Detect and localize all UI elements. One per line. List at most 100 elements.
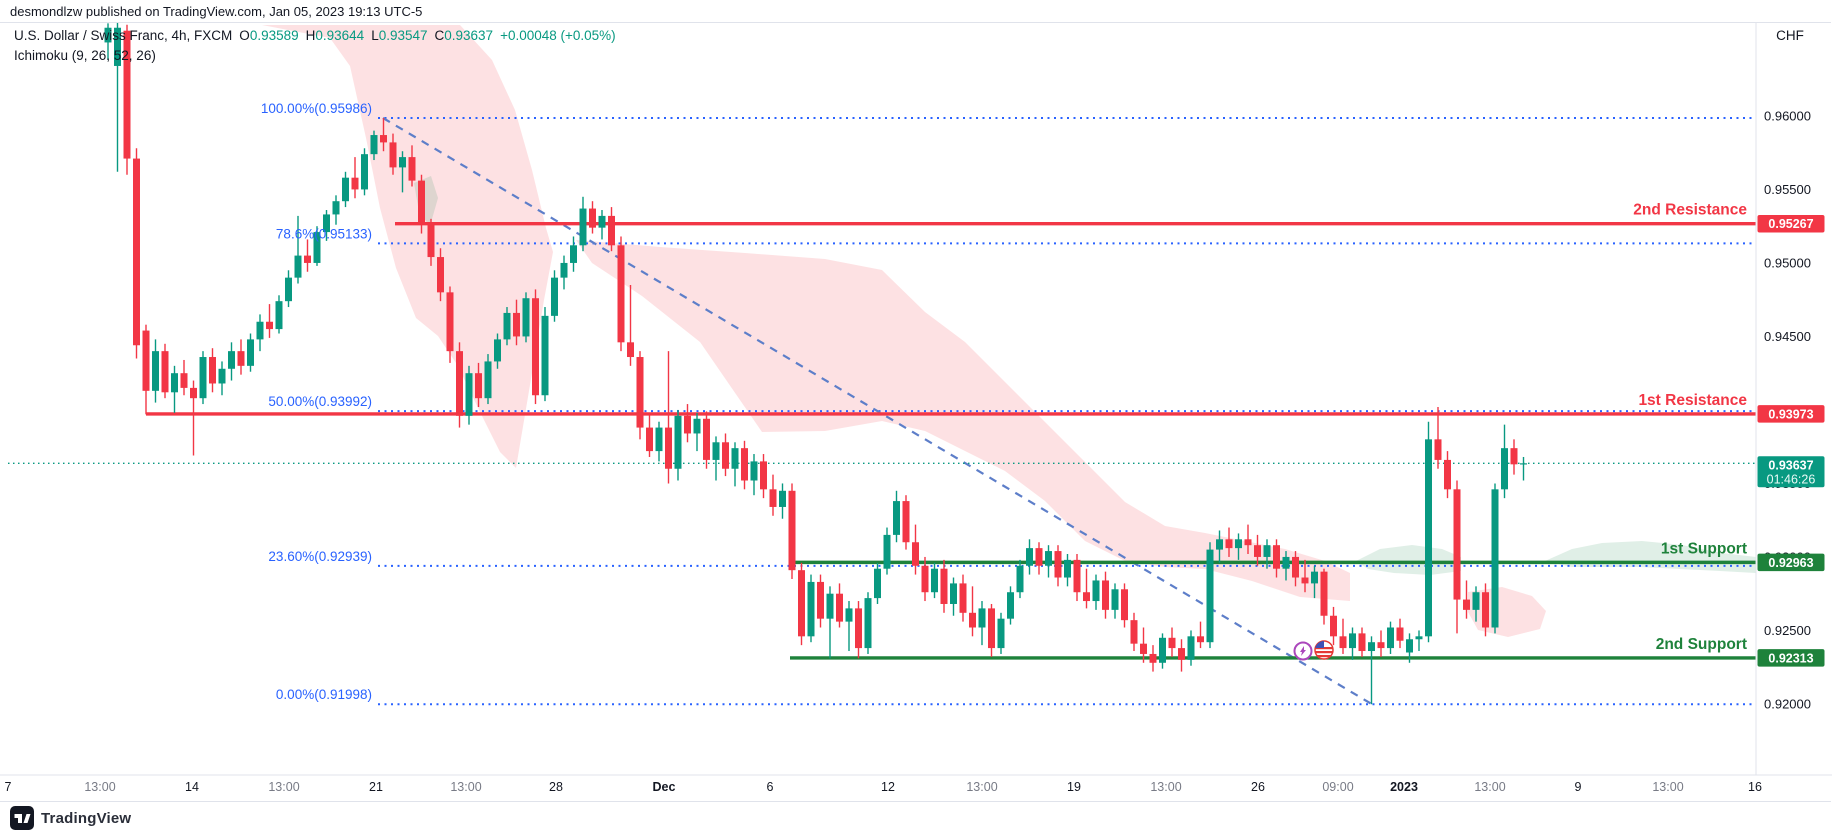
candle: [978, 601, 986, 646]
time-tick: 16: [1748, 780, 1762, 794]
time-tick: 13:00: [84, 780, 115, 794]
attribution: desmondlzw published on TradingView.com,…: [10, 4, 423, 19]
candle: [921, 556, 929, 602]
ichimoku-cloud-bearish: [1468, 587, 1546, 637]
time-tick: 26: [1251, 780, 1265, 794]
candle: [570, 236, 577, 272]
chart-frame: [0, 22, 1831, 802]
price-tick: 0.95000: [1764, 255, 1811, 270]
time-axis[interactable]: 7 13:00 14 13:00 21 13:00 28 Dec 6 12 13:00 19 13:00…: [5, 780, 1762, 794]
candle: [361, 148, 368, 196]
candle: [351, 157, 359, 199]
fib-trendline[interactable]: [382, 117, 1373, 706]
candle: [256, 314, 264, 352]
candle: [646, 412, 653, 457]
candle: [560, 255, 568, 290]
price-badge-0.93973: 0.93973: [1757, 405, 1825, 423]
price-chart-canvas[interactable]: 100.00%(0.95986) 78.6%(0.95133) 50.00%(0.9…: [0, 23, 1832, 800]
candle: [693, 412, 701, 452]
candle: [1045, 545, 1052, 578]
candle: [408, 145, 416, 187]
price-axis[interactable]: CHF0.960000.955000.950000.945000.940000.…: [1764, 28, 1811, 711]
candle: [313, 226, 321, 266]
candle: [1140, 627, 1147, 663]
candle: [503, 307, 511, 346]
candle: [171, 365, 178, 413]
candle: [1035, 542, 1043, 575]
2nd-resistance-label[interactable]: 2nd Resistance: [1633, 202, 1747, 219]
fib-level-label[interactable]: 23.60%(0.92939): [268, 549, 372, 564]
candle: [1130, 612, 1138, 652]
candle: [1197, 621, 1204, 649]
candle: [579, 196, 587, 252]
time-tick: 12: [881, 780, 895, 794]
candle: [1491, 483, 1499, 634]
candle: [104, 23, 112, 61]
candle: [1225, 527, 1233, 557]
candle: [674, 409, 682, 481]
candle: [247, 333, 254, 372]
candle: [1415, 630, 1423, 652]
1st-resistance-label[interactable]: 1st Resistance: [1638, 392, 1747, 409]
candle: [161, 343, 169, 399]
candle: [988, 603, 995, 657]
candle: [1396, 618, 1404, 649]
2nd-support-label[interactable]: 2nd Support: [1656, 636, 1747, 653]
candle: [655, 421, 663, 462]
candle: [1501, 424, 1508, 499]
currency-label: CHF: [1776, 28, 1804, 43]
watermark-text: TradingView: [41, 809, 132, 827]
candle: [275, 295, 283, 334]
candle: [1121, 583, 1128, 628]
candle: [826, 586, 834, 659]
svg-text:0.93973: 0.93973: [1768, 407, 1813, 421]
1st-support-label[interactable]: 1st Support: [1661, 540, 1747, 557]
candle: [798, 562, 805, 646]
candle: [940, 559, 948, 613]
svg-text:0.92313: 0.92313: [1768, 651, 1813, 665]
ichimoku-cloud-bearish: [576, 240, 1350, 601]
time-tick: Dec: [653, 780, 676, 794]
candle: [1083, 568, 1090, 609]
candle: [931, 562, 938, 599]
candle: [1292, 551, 1299, 587]
candle: [446, 286, 454, 363]
purple-lightning-sticker[interactable]: [1293, 641, 1313, 661]
fib-level-label[interactable]: 78.6%(0.95133): [276, 226, 372, 241]
candle: [1520, 456, 1527, 481]
candle: [437, 248, 444, 302]
candle: [522, 292, 530, 343]
candle: [1282, 551, 1290, 581]
fib-level-label[interactable]: 0.00%(0.91998): [276, 687, 372, 702]
price-badge-0.92963: 0.92963: [1757, 553, 1825, 572]
candle: [389, 133, 397, 175]
candle: [769, 474, 777, 516]
candle: [807, 574, 815, 643]
candle: [598, 210, 606, 240]
candle: [1111, 583, 1119, 619]
candle: [902, 495, 910, 550]
candle: [950, 577, 957, 616]
candle: [1168, 627, 1176, 657]
candle: [1463, 580, 1470, 619]
time-tick: 14: [185, 780, 199, 794]
time-tick: 2023: [1390, 780, 1418, 794]
fib-level-label[interactable]: 50.00%(0.93992): [268, 394, 372, 409]
candle: [1482, 583, 1489, 637]
time-tick: 13:00: [966, 780, 997, 794]
price-badge-0.92313: 0.92313: [1757, 649, 1825, 667]
ichimoku-cloud-bearish: [262, 25, 553, 468]
candle: [1510, 439, 1518, 475]
candle: [1102, 571, 1109, 619]
fib-level-label[interactable]: 100.00%(0.95986): [261, 101, 372, 116]
candle: [845, 601, 853, 652]
candle: [750, 454, 758, 496]
flag-ball-sticker[interactable]: [1314, 640, 1334, 660]
time-tick: 9: [1575, 780, 1582, 794]
time-tick: 19: [1067, 780, 1081, 794]
candle: [304, 239, 311, 272]
candle: [1406, 633, 1413, 663]
candle: [1377, 630, 1385, 657]
